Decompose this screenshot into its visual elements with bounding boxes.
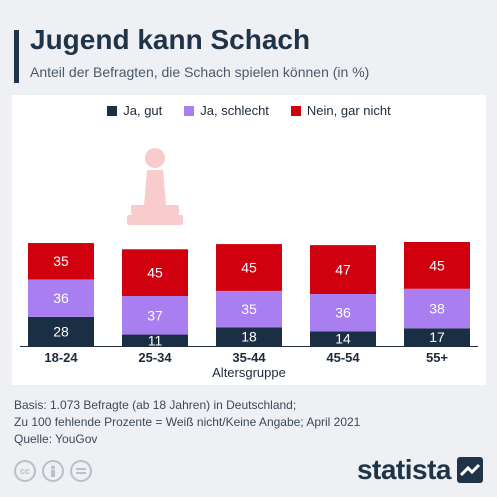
data-label: 36 <box>53 290 69 306</box>
x-tick-label: 55+ <box>426 350 448 365</box>
data-label: 18 <box>241 329 257 345</box>
bar-segment <box>122 249 188 297</box>
bar-segment <box>310 294 376 332</box>
bar-segment <box>310 245 376 294</box>
bar-segment <box>216 244 282 291</box>
data-label: 38 <box>429 301 445 317</box>
bar-segment <box>28 243 94 280</box>
x-tick-label: 45-54 <box>326 350 360 365</box>
bar-segment <box>28 279 94 317</box>
chart-panel: Ja, gut Ja, schlecht Nein, gar nicht 28 3… <box>12 95 486 385</box>
person-icon[interactable] <box>42 460 64 482</box>
brand-name: statista <box>356 454 452 485</box>
legend-swatch <box>184 105 195 116</box>
license-icons: cc <box>14 460 92 482</box>
statista-logo[interactable]: statista <box>357 454 483 486</box>
data-label: 37 <box>147 307 163 323</box>
legend-label: Ja, schlecht <box>200 103 269 118</box>
bar-segment <box>310 331 376 346</box>
chess-pawn-icon <box>127 148 183 225</box>
chart-subtitle: Anteil der Befragten, die Schach spielen… <box>30 64 370 80</box>
legend-label: Ja, gut <box>123 103 163 118</box>
x-axis-title: Altersgruppe <box>212 365 286 380</box>
data-label: 45 <box>147 265 163 281</box>
bar-segment <box>404 288 470 329</box>
title-accent-bar <box>14 30 19 83</box>
bar-segment <box>216 327 282 346</box>
legend: Ja, gut Ja, schlecht Nein, gar nicht <box>12 103 486 118</box>
bar-segment <box>122 296 188 335</box>
legend-item-ja-gut: Ja, gut <box>107 103 162 118</box>
legend-label: Nein, gar nicht <box>306 103 391 118</box>
statista-logo-icon <box>457 457 483 483</box>
legend-swatch <box>290 105 301 116</box>
cc-icon[interactable]: cc <box>14 460 36 482</box>
bar-segment <box>28 316 94 346</box>
stacked-bar-chart: 28 36 35 18-24 11 37 45 25-34 18 35 45 35-44 14 36 47 4… <box>20 148 478 365</box>
data-label: 35 <box>53 253 69 269</box>
equals-icon[interactable] <box>70 460 92 482</box>
footnotes: Basis: 1.073 Befragte (ab 18 Jahren) in … <box>14 397 360 448</box>
x-tick-label: 18-24 <box>44 350 78 365</box>
x-tick-label: 25-34 <box>138 350 172 365</box>
x-tick-label: 35-44 <box>232 350 266 365</box>
footnote-source: Quelle: YouGov <box>14 432 98 446</box>
data-label: 36 <box>335 305 351 321</box>
bar-segment <box>404 242 470 289</box>
legend-item-ja-schlecht: Ja, schlecht <box>184 103 269 118</box>
data-label: 47 <box>335 262 351 278</box>
data-label: 28 <box>53 323 69 339</box>
bar-segment <box>404 328 470 346</box>
data-label: 45 <box>429 257 445 273</box>
bar-segment <box>216 290 282 328</box>
legend-item-nein: Nein, gar nicht <box>290 103 391 118</box>
chart-title: Jugend kann Schach <box>30 24 311 55</box>
data-label: 45 <box>241 259 257 275</box>
data-label: 11 <box>148 332 163 348</box>
footnote-basis: Basis: 1.073 Befragte (ab 18 Jahren) in … <box>14 398 297 412</box>
data-label: 14 <box>335 331 351 347</box>
legend-swatch <box>107 105 118 116</box>
data-label: 17 <box>429 329 445 345</box>
footnote-missing: Zu 100 fehlende Prozente = Weiß nicht/Ke… <box>14 415 361 429</box>
bar-segment <box>122 334 188 346</box>
data-label: 35 <box>241 301 257 317</box>
